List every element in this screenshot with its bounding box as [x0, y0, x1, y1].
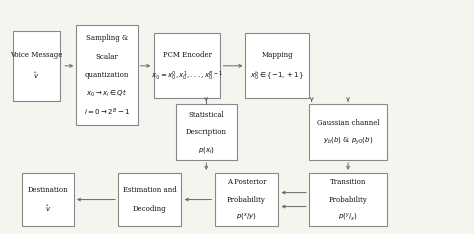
Text: $p(^x/y)$: $p(^x/y)$	[236, 212, 257, 223]
Text: Voice Message: Voice Message	[10, 51, 62, 59]
Bar	[215, 173, 278, 226]
Bar	[118, 173, 182, 226]
Bar	[175, 104, 237, 160]
Text: Gaussian channel: Gaussian channel	[317, 119, 379, 127]
Bar	[76, 25, 138, 125]
Text: $\hat{v}$: $\hat{v}$	[33, 71, 39, 81]
Text: $p(^y/_x)$: $p(^y/_x)$	[338, 212, 358, 223]
Bar	[22, 173, 74, 226]
Text: $x_0 \rightarrow x_i \in Qt$: $x_0 \rightarrow x_i \in Qt$	[86, 88, 128, 99]
Text: quantization: quantization	[85, 71, 129, 79]
Text: Mapping: Mapping	[261, 51, 293, 59]
Bar	[155, 33, 220, 98]
Bar	[245, 33, 309, 98]
Text: Estimation and: Estimation and	[123, 186, 176, 194]
Text: PCM Encoder: PCM Encoder	[163, 51, 212, 59]
Bar	[309, 104, 387, 160]
Text: A Posterior: A Posterior	[227, 178, 266, 186]
Text: Decoding: Decoding	[133, 205, 166, 213]
Text: $i = 0 \rightarrow 2^B - 1$: $i = 0 \rightarrow 2^B - 1$	[84, 107, 130, 118]
Text: Statistical: Statistical	[188, 111, 224, 119]
Text: Probability: Probability	[227, 196, 266, 204]
Text: Transition: Transition	[330, 178, 366, 186]
Text: $p(x_i)$: $p(x_i)$	[198, 145, 215, 155]
Text: Scalar: Scalar	[96, 52, 118, 61]
Text: Sampling &: Sampling &	[86, 34, 128, 42]
Text: $\hat{v}$: $\hat{v}$	[45, 204, 51, 214]
Bar	[12, 31, 60, 101]
Text: $x_0^b \in \{-1, +1\}$: $x_0^b \in \{-1, +1\}$	[250, 70, 304, 83]
Text: Destination: Destination	[27, 186, 68, 194]
Text: Description: Description	[186, 128, 227, 136]
Text: $y_b(b)$ & $p_{y0}(b)$: $y_b(b)$ & $p_{y0}(b)$	[323, 136, 373, 147]
Text: $x_0 = x_0^0, x_0^1,...,x_0^{B-1}$: $x_0 = x_0^0, x_0^1,...,x_0^{B-1}$	[152, 70, 223, 83]
Bar	[309, 173, 387, 226]
Text: Probability: Probability	[328, 196, 367, 204]
